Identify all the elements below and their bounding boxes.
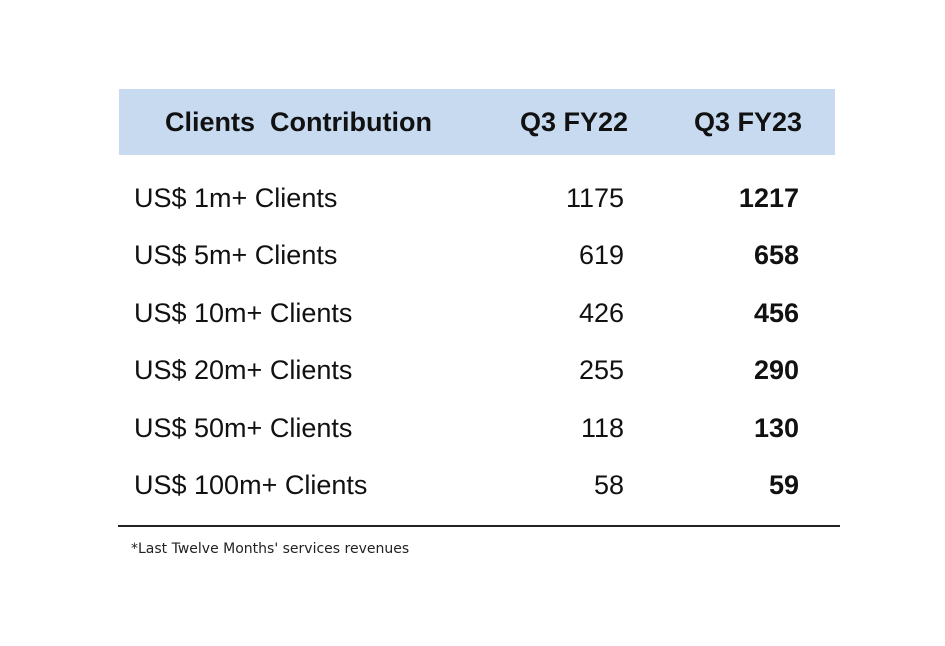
row-q3-fy22-value: 1175 — [565, 183, 624, 213]
row-q3-fy23-value: 59 — [768, 469, 799, 500]
row-q3-fy22-value: 426 — [578, 297, 624, 328]
clients-contribution-table: Clients Contribution Q3 FY22 Q3 FY23 US$… — [119, 89, 839, 514]
row-label: US$ 5m+ Clients — [134, 240, 338, 271]
table-row: US$ 1m+ Clients 1175 1217 — [119, 170, 839, 227]
row-q3-fy23-value: 130 — [753, 412, 799, 443]
table-bottom-divider — [118, 525, 840, 527]
table-header-row: Clients Contribution Q3 FY22 Q3 FY23 — [119, 89, 835, 155]
footnote: *Last Twelve Months' services revenues — [131, 541, 410, 557]
header-q3-fy22: Q3 FY22 — [520, 107, 629, 137]
table-row: US$ 100m+ Clients 58 59 — [119, 457, 839, 514]
row-q3-fy23-value: 1217 — [738, 183, 799, 213]
row-q3-fy22-value: 58 — [593, 469, 624, 500]
header-q3-fy23: Q3 FY23 — [694, 107, 803, 137]
row-label: US$ 10m+ Clients — [134, 297, 353, 328]
table-body: US$ 1m+ Clients 1175 1217 US$ 5m+ Client… — [119, 170, 839, 514]
row-q3-fy23-value: 290 — [753, 355, 799, 386]
row-label: US$ 20m+ Clients — [134, 355, 353, 386]
row-q3-fy22-value: 118 — [580, 412, 624, 443]
row-q3-fy23-value: 658 — [753, 240, 799, 271]
table-row: US$ 20m+ Clients 255 290 — [119, 342, 839, 399]
row-label: US$ 50m+ Clients — [134, 412, 353, 443]
table-row: US$ 5m+ Clients 619 658 — [119, 227, 839, 284]
table-row: US$ 10m+ Clients 426 456 — [119, 285, 839, 342]
row-label: US$ 100m+ Clients — [134, 469, 368, 500]
table-row: US$ 50m+ Clients 118 130 — [119, 400, 839, 457]
row-q3-fy22-value: 255 — [578, 355, 624, 386]
header-label: Clients Contribution — [165, 107, 432, 137]
row-q3-fy23-value: 456 — [753, 297, 799, 328]
row-label: US$ 1m+ Clients — [134, 183, 338, 213]
row-q3-fy22-value: 619 — [578, 240, 624, 271]
